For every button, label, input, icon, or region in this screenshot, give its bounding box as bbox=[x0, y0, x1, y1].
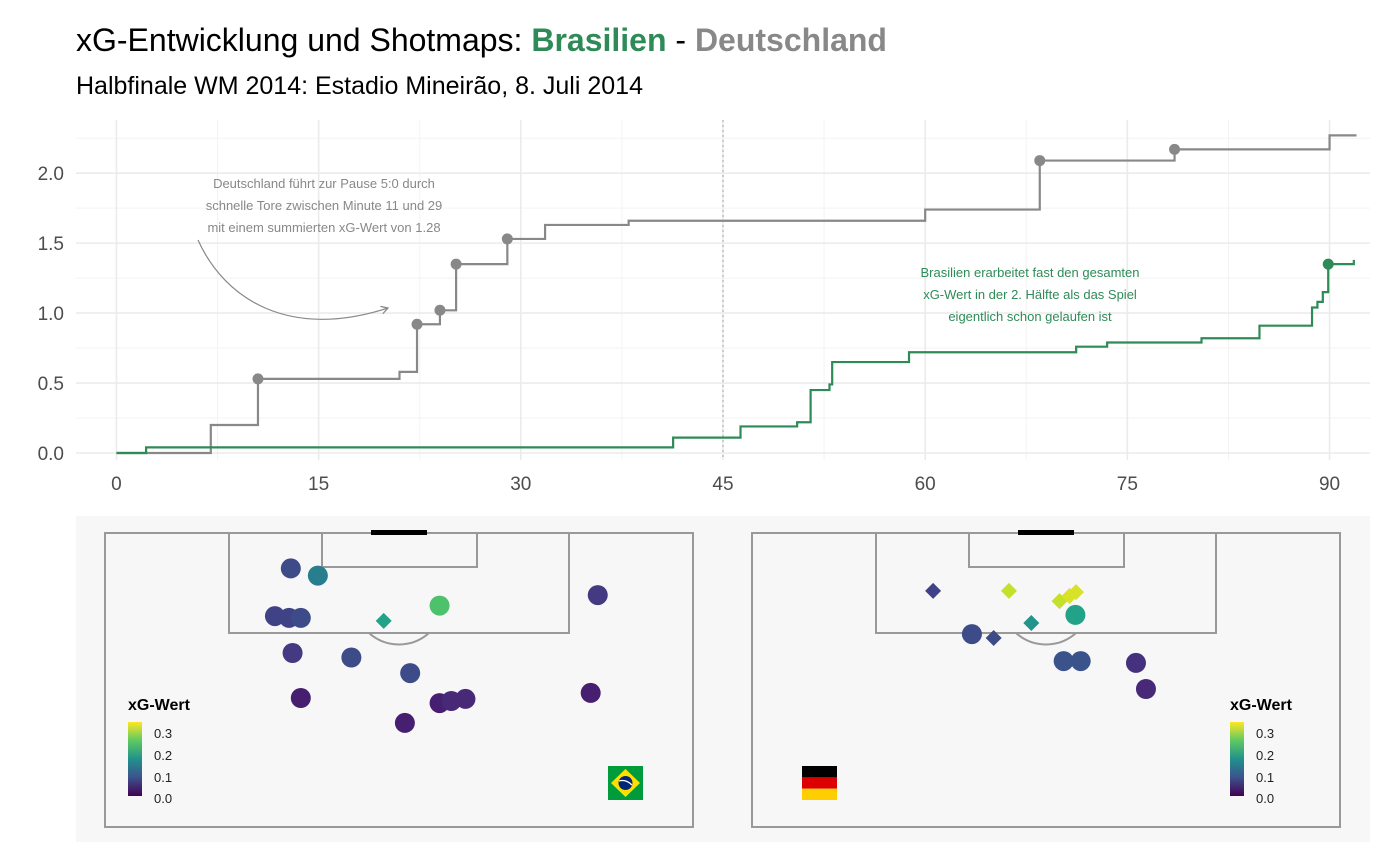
shot-deutschland bbox=[1000, 582, 1017, 599]
shot-brasilien bbox=[280, 558, 301, 579]
y-tick-label: 1.0 bbox=[38, 304, 64, 325]
shot-deutschland bbox=[1125, 652, 1146, 673]
x-tick-label: 15 bbox=[308, 474, 329, 495]
annotation-de-line-2: schnelle Tore zwischen Minute 11 und 29 bbox=[206, 198, 443, 213]
shot-deutschland bbox=[925, 582, 942, 599]
flag-brasilien-icon bbox=[608, 766, 643, 800]
goal-marker-deutschland bbox=[1169, 143, 1181, 155]
goal-marker-deutschland bbox=[450, 258, 462, 270]
shot-deutschland bbox=[1023, 615, 1040, 631]
x-tick-label: 75 bbox=[1117, 474, 1138, 495]
shots-layer bbox=[264, 558, 1156, 733]
penalty-arc bbox=[1015, 632, 1077, 646]
chart-title: xG-Entwicklung und Shotmaps: Brasilien -… bbox=[76, 22, 887, 59]
title-team-brasilien: Brasilien bbox=[531, 22, 667, 58]
goal-marker-deutschland bbox=[501, 233, 513, 245]
goal-marker-deutschland bbox=[434, 304, 446, 316]
legend-tick: 0.2 bbox=[1256, 748, 1274, 763]
legend-colorbar bbox=[1230, 722, 1244, 796]
chart-subtitle: Halbfinale WM 2014: Estadio Mineirão, 8.… bbox=[76, 72, 643, 100]
shot-deutschland bbox=[1065, 604, 1086, 625]
annotation-br-line-1: Brasilien erarbeitet fast den gesamten bbox=[921, 265, 1140, 280]
goal-deutschland bbox=[1018, 530, 1074, 535]
shot-brasilien bbox=[307, 565, 328, 586]
annotation-de-line-3: mit einem summierten xG-Wert von 1.28 bbox=[207, 220, 440, 235]
shot-brasilien bbox=[282, 643, 303, 663]
annotation-deutschland: Deutschland führt zur Pause 5:0 durch sc… bbox=[206, 176, 443, 235]
y-tick-label: 0.0 bbox=[38, 444, 64, 465]
shot-deutschland bbox=[1053, 651, 1074, 672]
legend-title: xG-Wert bbox=[128, 697, 191, 714]
shot-brasilien bbox=[290, 607, 311, 628]
shot-brasilien bbox=[587, 585, 608, 606]
shot-brasilien bbox=[455, 688, 476, 709]
legend-title: xG-Wert bbox=[1230, 697, 1293, 714]
legend-tick: 0.2 bbox=[154, 748, 172, 763]
shot-deutschland bbox=[1067, 584, 1084, 601]
legend-tick: 0.0 bbox=[154, 791, 172, 806]
annotation-arrow bbox=[197, 239, 390, 320]
shot-brasilien bbox=[400, 663, 421, 684]
annotation-br-line-3: eigentlich schon gelaufen ist bbox=[948, 309, 1112, 324]
title-separator: - bbox=[666, 22, 695, 58]
legend-tick: 0.3 bbox=[154, 726, 172, 741]
goal-marker-brasilien bbox=[1322, 258, 1334, 270]
x-tick-label: 45 bbox=[712, 474, 733, 495]
series-layer bbox=[116, 134, 1357, 455]
shot-brasilien bbox=[429, 595, 450, 616]
legend-tick: 0.3 bbox=[1256, 726, 1274, 741]
legend-deutschland: xG-Wert 0.3 0.2 0.1 0.0 bbox=[1230, 697, 1293, 806]
legend-brasilien: xG-Wert 0.3 0.2 0.1 0.0 bbox=[128, 697, 191, 806]
penalty-arc bbox=[368, 632, 430, 646]
goal-marker-deutschland bbox=[252, 373, 264, 385]
shot-brasilien bbox=[394, 712, 415, 733]
annotation-brasilien: Brasilien erarbeitet fast den gesamten x… bbox=[921, 265, 1140, 324]
shot-brasilien bbox=[290, 688, 311, 708]
annotation-de-line-1: Deutschland führt zur Pause 5:0 durch bbox=[213, 176, 435, 191]
axis-ticks: 0 15 30 45 60 75 90 0.0 0.5 1.0 1.5 2.0 bbox=[38, 164, 1341, 495]
shot-deutschland bbox=[1070, 651, 1091, 672]
x-tick-label: 90 bbox=[1319, 474, 1340, 495]
y-tick-label: 2.0 bbox=[38, 164, 64, 185]
annotation-br-line-2: xG-Wert in der 2. Hälfte als das Spiel bbox=[923, 287, 1137, 302]
series-line-deutschland bbox=[116, 134, 1357, 455]
legend-tick: 0.0 bbox=[1256, 791, 1274, 806]
title-team-deutschland: Deutschland bbox=[694, 22, 887, 58]
goal-marker-deutschland bbox=[1034, 155, 1046, 167]
grid-major bbox=[76, 120, 1370, 460]
y-tick-label: 0.5 bbox=[38, 374, 64, 395]
shot-brasilien bbox=[580, 682, 601, 703]
title-prefix: xG-Entwicklung und Shotmaps: bbox=[76, 22, 532, 58]
legend-tick: 0.1 bbox=[1256, 770, 1274, 785]
legend-colorbar bbox=[128, 722, 142, 796]
shot-brasilien bbox=[341, 647, 362, 668]
x-tick-label: 30 bbox=[510, 474, 531, 495]
series-line-brasilien bbox=[116, 259, 1355, 455]
goal-marker-deutschland bbox=[411, 318, 423, 330]
shot-brasilien bbox=[375, 612, 392, 629]
goal-brasilien bbox=[371, 530, 427, 535]
shot-deutschland bbox=[961, 624, 982, 645]
x-tick-label: 60 bbox=[915, 474, 936, 495]
shot-deutschland bbox=[1135, 679, 1156, 699]
shotmap-panel-bg bbox=[76, 516, 1370, 842]
legend-tick: 0.1 bbox=[154, 770, 172, 785]
x-tick-label: 0 bbox=[111, 474, 122, 495]
shot-deutschland bbox=[985, 630, 1002, 646]
flag-deutschland-icon bbox=[802, 766, 837, 800]
y-tick-label: 1.5 bbox=[38, 234, 64, 255]
